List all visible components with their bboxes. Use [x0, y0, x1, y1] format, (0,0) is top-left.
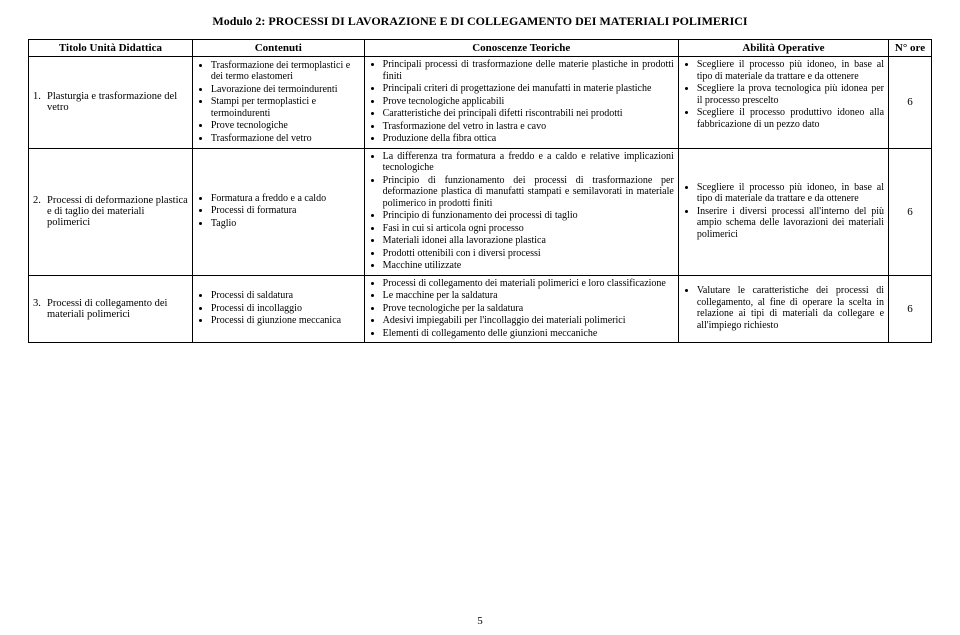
row-conoscenze: Principali processi di trasformazione de…	[364, 57, 678, 149]
contenuti-item: Formatura a freddo e a caldo	[211, 193, 360, 206]
contenuti-item: Processi di formatura	[211, 205, 360, 218]
curriculum-table: Titolo Unità Didattica Contenuti Conosce…	[28, 39, 932, 343]
row-num: 2.	[33, 195, 47, 228]
conoscenze-item: Trasformazione del vetro in lastra e cav…	[383, 121, 674, 134]
conoscenze-item: Elementi di collegamento delle giunzioni…	[383, 328, 674, 341]
row-abilita: Scegliere il processo più idoneo, in bas…	[678, 57, 888, 149]
contenuti-item: Processi di incollaggio	[211, 303, 360, 316]
conoscenze-item: Principio di funzionamento dei processi …	[383, 210, 674, 223]
row-num: 1.	[33, 91, 47, 113]
conoscenze-item: Principio di funzionamento dei processi …	[383, 175, 674, 211]
abilita-item: Inserire i diversi processi all'interno …	[697, 206, 884, 242]
row-ore: 6	[889, 57, 932, 149]
row-titolo: 1. Plasturgia e trasformazione del vetro	[29, 57, 193, 149]
abilita-item: Scegliere la prova tecnologica più idone…	[697, 83, 884, 107]
abilita-item: Scegliere il processo più idoneo, in bas…	[697, 182, 884, 206]
conoscenze-item: Prove tecnologiche per la saldatura	[383, 303, 674, 316]
contenuti-item: Taglio	[211, 218, 360, 231]
row-ore: 6	[889, 148, 932, 275]
row-titolo: 2. Processi di deformazione plastica e d…	[29, 148, 193, 275]
page-container: Modulo 2: PROCESSI DI LAVORAZIONE E DI C…	[0, 0, 960, 635]
contenuti-item: Processi di saldatura	[211, 290, 360, 303]
contenuti-item: Lavorazione dei termoindurenti	[211, 84, 360, 97]
row-titolo-text: Processi di deformazione plastica e di t…	[47, 195, 188, 228]
contenuti-item: Stampi per termoplastici e termoindurent…	[211, 96, 360, 120]
contenuti-item: Prove tecnologiche	[211, 120, 360, 133]
contenuti-item: Trasformazione dei termoplastici e dei t…	[211, 60, 360, 84]
conoscenze-item: Fasi in cui si articola ogni processo	[383, 223, 674, 236]
conoscenze-item: Prodotti ottenibili con i diversi proces…	[383, 248, 674, 261]
header-contenuti: Contenuti	[192, 40, 364, 57]
conoscenze-item: Prove tecnologiche applicabili	[383, 96, 674, 109]
row-ore: 6	[889, 275, 932, 343]
abilita-item: Valutare le caratteristiche dei processi…	[697, 285, 884, 332]
header-conoscenze: Conoscenze Teoriche	[364, 40, 678, 57]
table-row: 2. Processi di deformazione plastica e d…	[29, 148, 932, 275]
table-row: 3. Processi di collegamento dei material…	[29, 275, 932, 343]
row-num: 3.	[33, 298, 47, 320]
contenuti-item: Trasformazione del vetro	[211, 133, 360, 146]
abilita-item: Scegliere il processo più idoneo, in bas…	[697, 59, 884, 83]
row-conoscenze: Processi di collegamento dei materiali p…	[364, 275, 678, 343]
conoscenze-item: La differenza tra formatura a freddo e a…	[383, 151, 674, 175]
abilita-item: Scegliere il processo produttivo idoneo …	[697, 107, 884, 131]
row-abilita: Scegliere il processo più idoneo, in bas…	[678, 148, 888, 275]
conoscenze-item: Adesivi impiegabili per l'incollaggio de…	[383, 315, 674, 328]
table-header-row: Titolo Unità Didattica Contenuti Conosce…	[29, 40, 932, 57]
table-row: 1. Plasturgia e trasformazione del vetro…	[29, 57, 932, 149]
row-contenuti: Trasformazione dei termoplastici e dei t…	[192, 57, 364, 149]
row-abilita: Valutare le caratteristiche dei processi…	[678, 275, 888, 343]
conoscenze-item: Produzione della fibra ottica	[383, 133, 674, 146]
page-number: 5	[0, 615, 960, 627]
conoscenze-item: Processi di collegamento dei materiali p…	[383, 278, 674, 291]
row-titolo-text: Processi di collegamento dei materiali p…	[47, 298, 188, 320]
conoscenze-item: Caratteristiche dei principali difetti r…	[383, 108, 674, 121]
row-conoscenze: La differenza tra formatura a freddo e a…	[364, 148, 678, 275]
header-titolo: Titolo Unità Didattica	[29, 40, 193, 57]
conoscenze-item: Materiali idonei alla lavorazione plasti…	[383, 235, 674, 248]
conoscenze-item: Principali processi di trasformazione de…	[383, 59, 674, 83]
row-contenuti: Processi di saldatura Processi di incoll…	[192, 275, 364, 343]
row-titolo: 3. Processi di collegamento dei material…	[29, 275, 193, 343]
conoscenze-item: Le macchine per la saldatura	[383, 290, 674, 303]
row-contenuti: Formatura a freddo e a caldo Processi di…	[192, 148, 364, 275]
module-title: Modulo 2: PROCESSI DI LAVORAZIONE E DI C…	[28, 14, 932, 29]
row-titolo-text: Plasturgia e trasformazione del vetro	[47, 91, 188, 113]
header-ore: N° ore	[889, 40, 932, 57]
conoscenze-item: Principali criteri di progettazione dei …	[383, 83, 674, 96]
header-abilita: Abilità Operative	[678, 40, 888, 57]
conoscenze-item: Macchine utilizzate	[383, 260, 674, 273]
contenuti-item: Processi di giunzione meccanica	[211, 315, 360, 328]
